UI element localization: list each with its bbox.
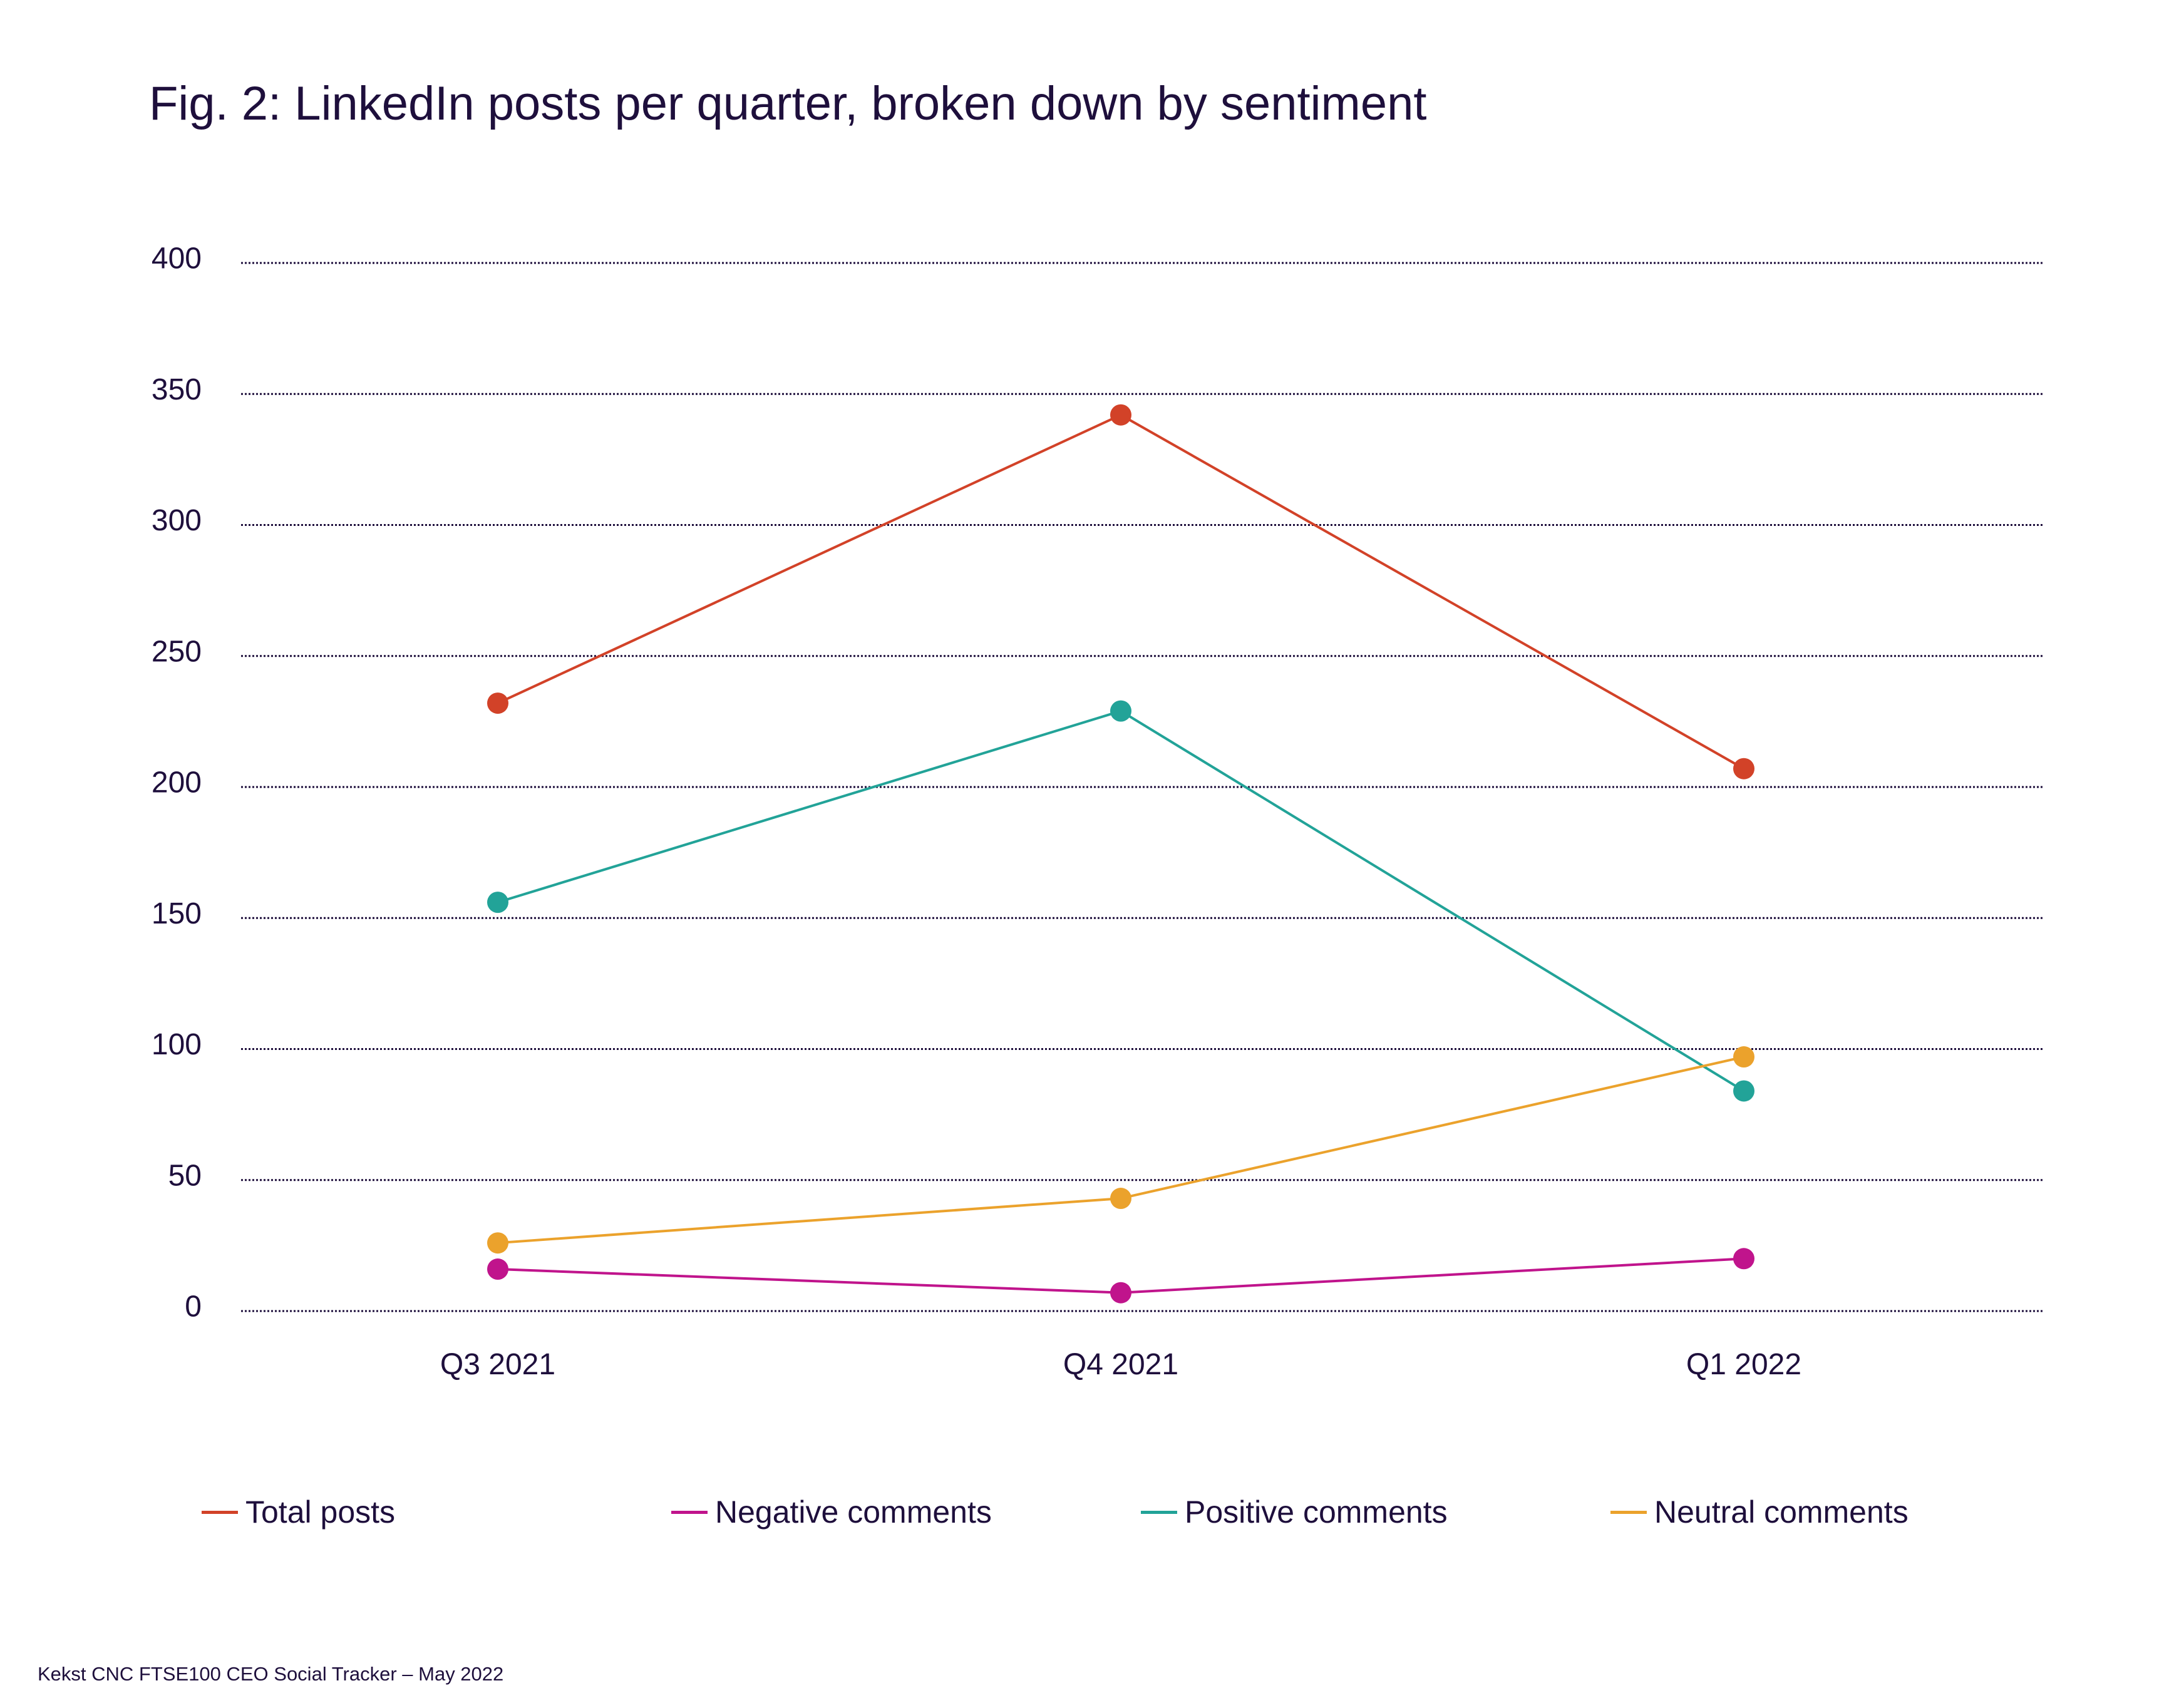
legend-item: Negative comments [671, 1494, 992, 1530]
data-point-neutral-comments [1110, 1188, 1131, 1210]
data-point-positive-comments [487, 892, 508, 913]
x-tick-label: Q1 2022 [1686, 1348, 1801, 1381]
series-lines [487, 404, 1754, 1304]
y-tick-label: 250 [152, 635, 202, 668]
data-point-negative-comments [487, 1258, 508, 1280]
data-point-total-posts [1733, 758, 1754, 779]
y-tick-label: 100 [152, 1028, 202, 1061]
y-tick-label: 400 [152, 242, 202, 275]
y-tick-label: 0 [185, 1290, 202, 1324]
legend-swatch [202, 1510, 238, 1514]
legend-item: Total posts [202, 1494, 395, 1530]
series-negative-comments [487, 1248, 1754, 1304]
legend-item: Neutral comments [1610, 1494, 1909, 1530]
y-tick-label: 150 [152, 897, 202, 930]
data-point-positive-comments [1110, 700, 1131, 722]
y-tick-label: 200 [152, 766, 202, 800]
x-tick-label: Q3 2021 [440, 1348, 555, 1381]
footer-source: Kekst CNC FTSE100 CEO Social Tracker – M… [38, 1663, 504, 1685]
series-positive-comments [487, 700, 1754, 1102]
data-point-negative-comments [1110, 1282, 1131, 1304]
legend-label: Total posts [245, 1494, 396, 1530]
series-neutral-comments [487, 1046, 1754, 1254]
series-total-posts [487, 404, 1754, 779]
y-tick-label: 50 [168, 1159, 202, 1192]
data-point-positive-comments [1733, 1080, 1754, 1102]
y-tick-label: 300 [152, 504, 202, 537]
legend-swatch [671, 1510, 708, 1514]
y-axis-tick-labels: 0 50 100 150 200 250 300 350 400 [152, 242, 202, 1324]
data-point-negative-comments [1733, 1248, 1754, 1270]
legend-swatch [1141, 1510, 1177, 1514]
chart-title: Fig. 2: LinkedIn posts per quarter, brok… [149, 77, 1427, 130]
gridlines [241, 262, 2044, 1312]
x-axis-tick-labels: Q3 2021 Q4 2021 Q1 2022 [440, 1348, 1801, 1381]
legend-label: Neutral comments [1654, 1494, 1909, 1530]
data-point-neutral-comments [487, 1232, 508, 1254]
x-tick-label: Q4 2021 [1063, 1348, 1178, 1381]
data-point-neutral-comments [1733, 1046, 1754, 1068]
data-point-total-posts [487, 692, 508, 714]
y-tick-label: 350 [152, 373, 202, 406]
legend: Total posts Negative comments Positive com… [0, 1494, 2174, 1544]
legend-item: Positive comments [1141, 1494, 1448, 1530]
legend-label: Negative comments [715, 1494, 992, 1530]
series-line-neutral-comments [497, 1056, 1744, 1245]
legend-swatch [1610, 1510, 1647, 1514]
legend-label: Positive comments [1185, 1494, 1448, 1530]
data-point-total-posts [1110, 404, 1131, 426]
series-line-positive-comments [497, 709, 1745, 1093]
